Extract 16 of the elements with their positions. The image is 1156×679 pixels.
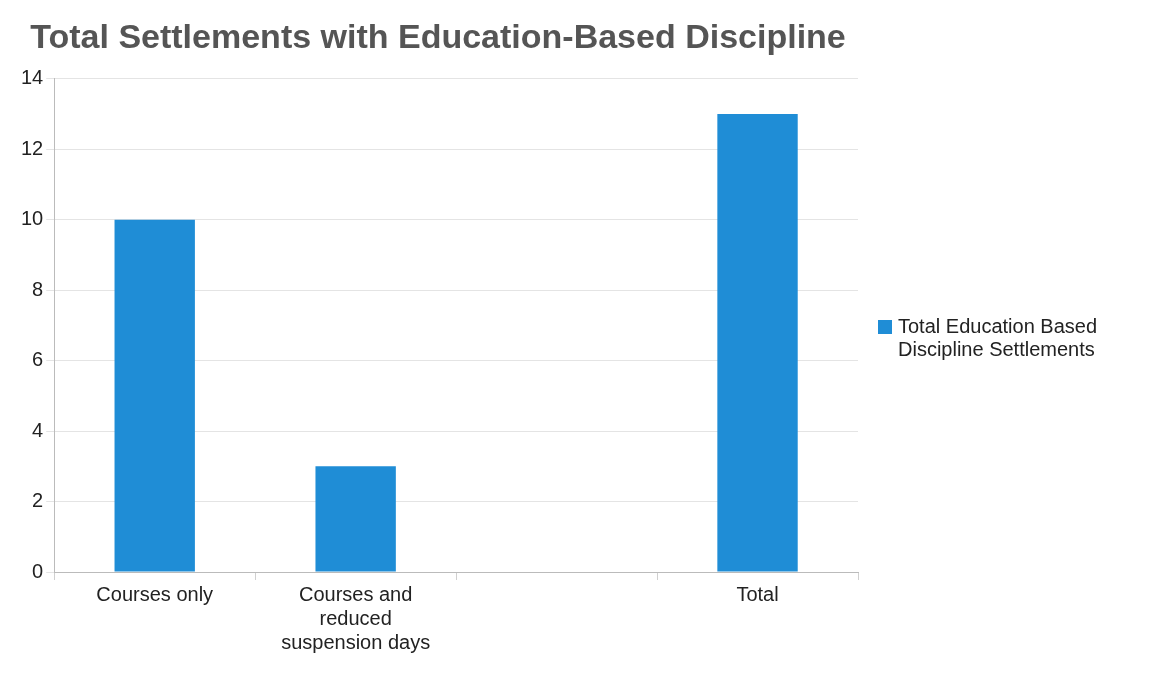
y-tick-label: 12 [21, 136, 44, 159]
y-tick-label: 10 [21, 207, 44, 230]
legend-label: Total Education Based Discipline Settlements [898, 315, 1099, 361]
y-tick-label: 0 [32, 559, 44, 582]
x-tick-label: Courses and reduced suspension days [281, 582, 431, 653]
y-tick-label: 6 [32, 348, 44, 371]
bar [114, 219, 195, 572]
x-tick-label: Total [736, 582, 779, 605]
bar [717, 114, 798, 572]
bar [315, 466, 396, 572]
chart-title: Total Settlements with Education-Based Discipline [30, 16, 846, 55]
y-tick-label: 8 [32, 277, 44, 300]
y-tick-label: 4 [32, 418, 44, 441]
y-tick-label: 2 [32, 489, 44, 512]
x-tick-label: Courses only [96, 582, 214, 605]
y-tick-label: 14 [21, 66, 44, 89]
